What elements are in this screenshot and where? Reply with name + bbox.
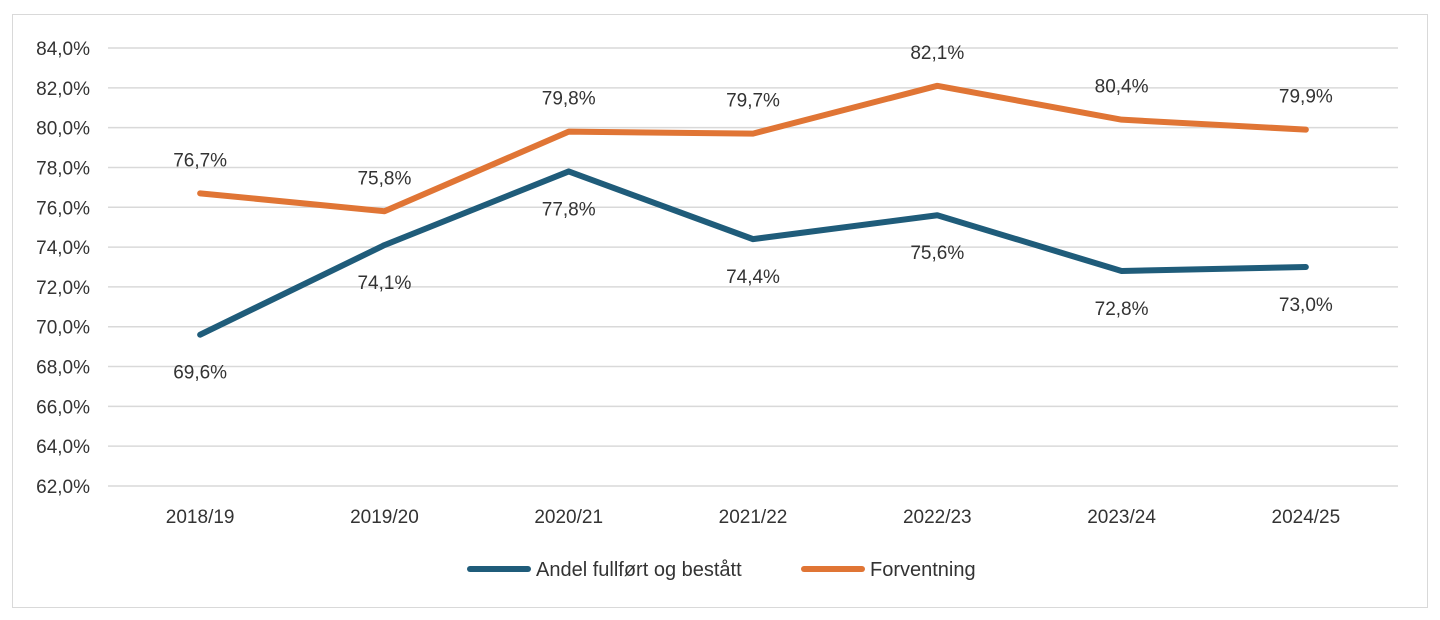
data-label: 77,8% — [542, 199, 596, 220]
data-label: 80,4% — [1095, 77, 1149, 98]
x-tick-label: 2019/20 — [350, 507, 419, 528]
x-tick-label: 2021/22 — [719, 507, 788, 528]
y-tick-label: 76,0% — [36, 198, 90, 219]
series-lines — [197, 82, 1309, 338]
data-label: 74,4% — [726, 267, 780, 288]
y-tick-label: 74,0% — [36, 238, 90, 259]
y-tick-label: 84,0% — [36, 39, 90, 60]
y-tick-label: 66,0% — [36, 397, 90, 418]
data-label: 72,8% — [1095, 299, 1149, 320]
data-label: 76,7% — [173, 150, 227, 171]
data-label: 79,7% — [726, 91, 780, 112]
gridlines — [108, 47, 1398, 487]
series-line-forventning — [197, 82, 1309, 215]
y-tick-label: 78,0% — [36, 158, 90, 179]
x-axis-ticks: 2018/19 2019/20 2020/21 2021/22 2022/23 2023/… — [166, 507, 1340, 528]
data-labels: 69,6% 74,1% 77,8% 74,4% 75,6% 72,8% 73,0% 76,7%… — [173, 43, 1333, 384]
y-tick-label: 72,0% — [36, 278, 90, 299]
data-label: 69,6% — [173, 363, 227, 384]
x-tick-label: 2023/24 — [1087, 507, 1156, 528]
x-tick-label: 2022/23 — [903, 507, 972, 528]
data-label: 75,6% — [910, 243, 964, 264]
data-label: 75,8% — [357, 168, 411, 189]
x-tick-label: 2024/25 — [1272, 507, 1341, 528]
y-axis-ticks: 62,0% 64,0% 66,0% 68,0% 70,0% 72,0% 74,0% 76,0%… — [36, 39, 90, 498]
data-label: 79,8% — [542, 89, 596, 110]
legend: Andel fullført og bestått Forventning — [467, 559, 976, 581]
x-tick-label: 2018/19 — [166, 507, 235, 528]
data-label: 82,1% — [910, 43, 964, 64]
y-tick-label: 80,0% — [36, 119, 90, 140]
y-tick-label: 68,0% — [36, 358, 90, 379]
data-label: 74,1% — [357, 273, 411, 294]
y-tick-label: 70,0% — [36, 318, 90, 339]
legend-label: Andel fullført og bestått — [536, 559, 742, 581]
series-line-andel — [197, 168, 1309, 338]
y-tick-label: 64,0% — [36, 437, 90, 458]
y-tick-label: 62,0% — [36, 477, 90, 498]
legend-label: Forventning — [870, 559, 976, 581]
data-label: 73,0% — [1279, 295, 1333, 316]
data-label: 79,9% — [1279, 87, 1333, 108]
y-tick-label: 82,0% — [36, 79, 90, 100]
x-tick-label: 2020/21 — [534, 507, 603, 528]
